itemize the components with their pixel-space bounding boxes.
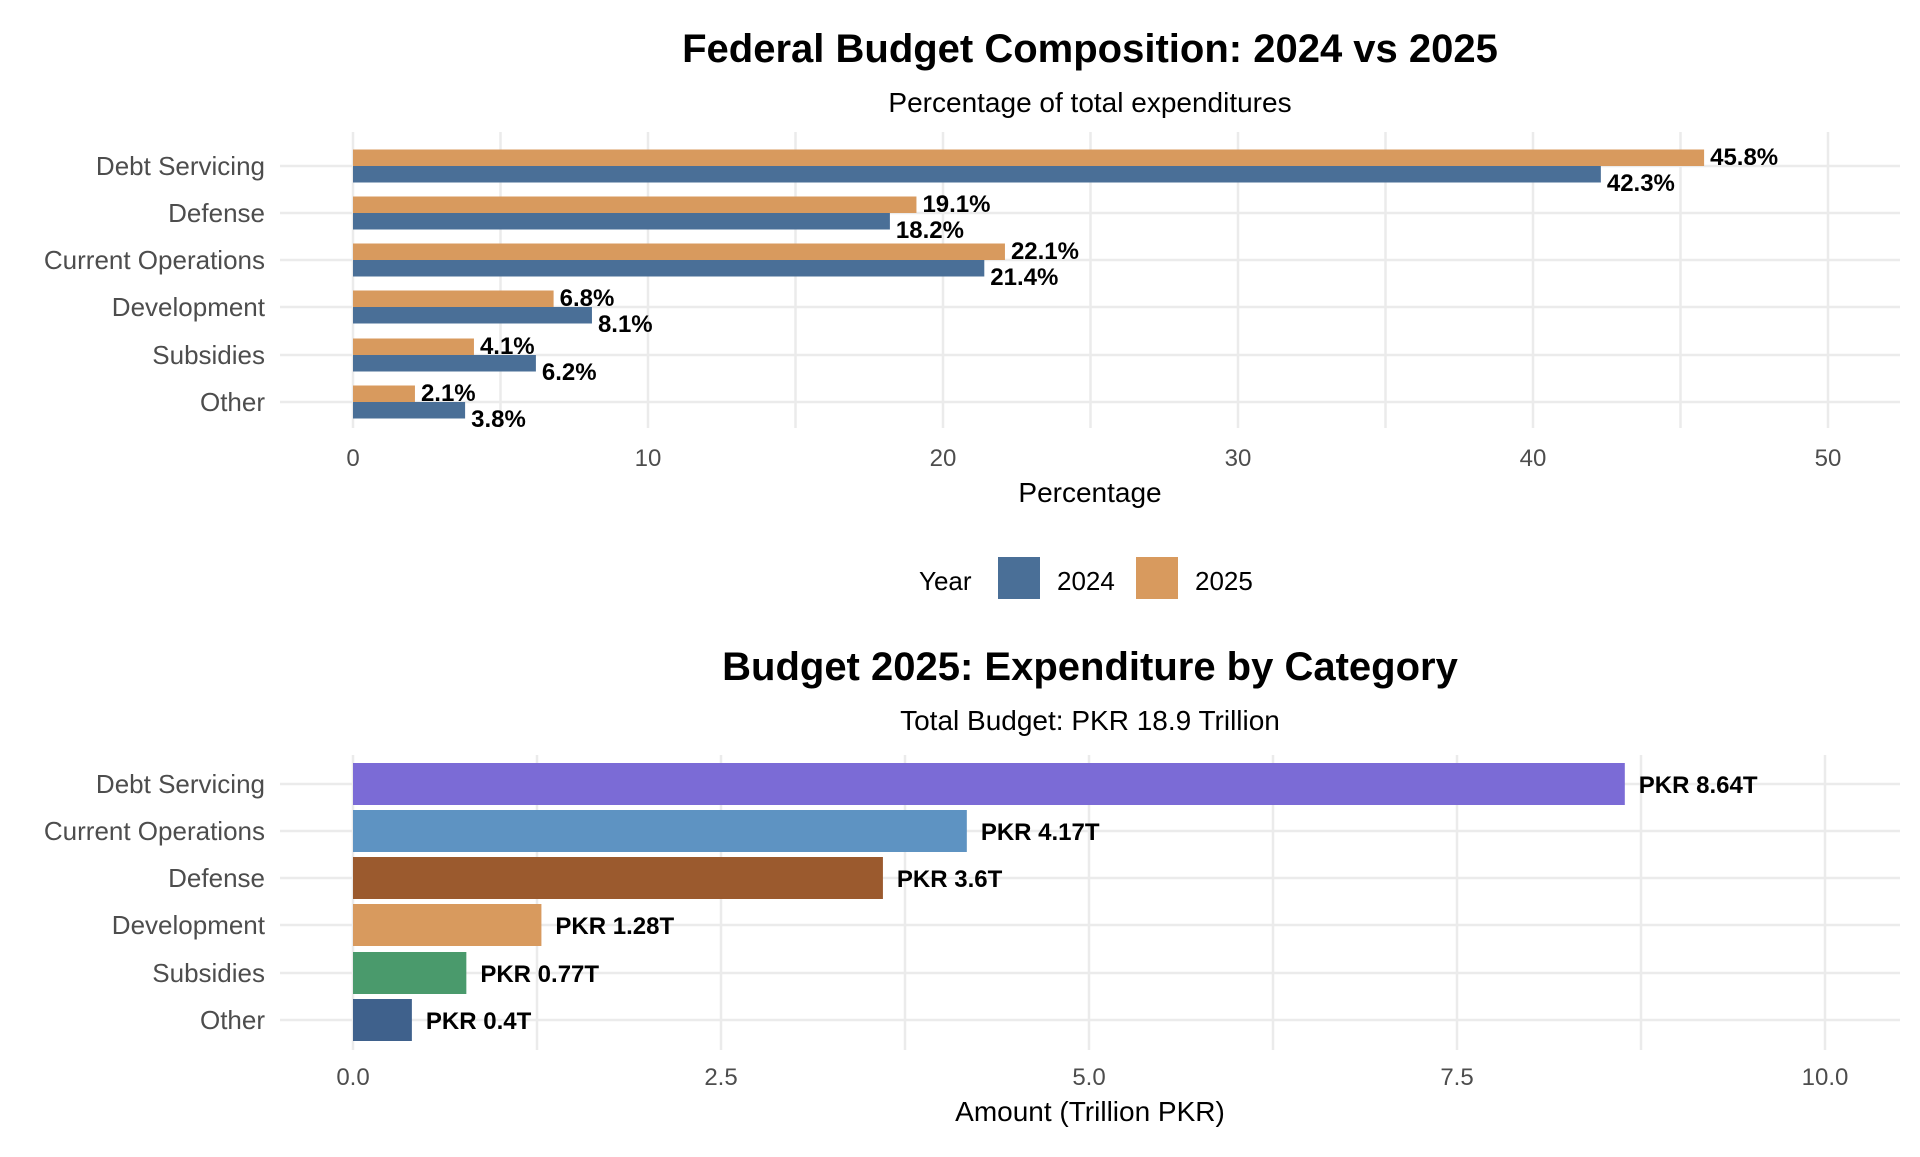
chart-1-bar-2024 bbox=[353, 355, 536, 372]
chart-1-data-label-2024: 21.4% bbox=[990, 264, 1058, 291]
chart-1-category-label: Current Operations bbox=[44, 245, 265, 275]
chart-1-title: Federal Budget Composition: 2024 vs 2025 bbox=[682, 27, 1498, 71]
chart-2-title: Budget 2025: Expenditure by Category bbox=[722, 645, 1458, 689]
chart-2-bar bbox=[353, 763, 1625, 805]
legend-title: Year bbox=[919, 566, 972, 596]
chart-1-data-label-2024: 8.1% bbox=[598, 311, 653, 338]
chart-1-bar-2024 bbox=[353, 307, 592, 324]
chart-1-bar-2024 bbox=[353, 166, 1601, 183]
chart-2-data-label: PKR 3.6T bbox=[897, 866, 1003, 893]
legend-label-2024: 2024 bbox=[1057, 566, 1115, 596]
chart-2-data-label: PKR 0.77T bbox=[480, 961, 599, 988]
chart-1-bar-2025 bbox=[353, 338, 474, 355]
chart-1-data-label-2025: 4.1% bbox=[480, 333, 535, 360]
chart-2-category-label: Current Operations bbox=[44, 816, 265, 846]
chart-1-data-label-2025: 6.8% bbox=[560, 285, 615, 312]
chart-1-bar-2025 bbox=[353, 243, 1005, 260]
chart-1-bar-2025 bbox=[353, 196, 917, 213]
chart-2-data-label: PKR 8.64T bbox=[1639, 772, 1758, 799]
chart-1-bar-2025 bbox=[353, 149, 1705, 166]
chart-2-data-label: PKR 0.4T bbox=[426, 1008, 532, 1035]
chart-1-legend: Year 2024 2025 bbox=[919, 557, 1253, 599]
chart-2-category-label: Other bbox=[200, 1005, 265, 1035]
chart-2-category-label: Defense bbox=[168, 863, 265, 893]
chart-1-data-label-2024: 18.2% bbox=[896, 217, 964, 244]
chart-2-bar bbox=[353, 952, 467, 994]
chart-1-data-label-2025: 22.1% bbox=[1011, 238, 1079, 265]
chart-1-category-label: Debt Servicing bbox=[96, 151, 265, 181]
chart-1-bar-2025 bbox=[353, 385, 415, 402]
chart-2-bar bbox=[353, 857, 883, 899]
legend-swatch-2024 bbox=[998, 557, 1040, 599]
chart-2-category-label: Debt Servicing bbox=[96, 769, 265, 799]
chart-1-x-tick-label: 50 bbox=[1815, 445, 1842, 472]
chart-1-data-label-2024: 42.3% bbox=[1607, 170, 1675, 197]
chart-2-x-tick-label: 5.0 bbox=[1072, 1064, 1105, 1091]
chart-1-data-label-2024: 3.8% bbox=[471, 406, 526, 433]
chart-1-category-label: Other bbox=[200, 387, 265, 417]
chart-1-category-label: Development bbox=[112, 292, 266, 322]
chart-2-data-label: PKR 1.28T bbox=[555, 913, 674, 940]
chart-2-x-tick-label: 7.5 bbox=[1440, 1064, 1473, 1091]
chart-1-x-tick-label: 40 bbox=[1520, 445, 1547, 472]
chart-2-category-label: Subsidies bbox=[152, 958, 265, 988]
chart-1-bar-2025 bbox=[353, 290, 554, 307]
chart-1-x-tick-label: 30 bbox=[1225, 445, 1252, 472]
chart-1-bar-2024 bbox=[353, 260, 985, 277]
chart-1-category-label: Subsidies bbox=[152, 340, 265, 370]
chart-1-bar-2024 bbox=[353, 213, 890, 230]
chart-2-bar bbox=[353, 810, 967, 852]
chart-2: Budget 2025: Expenditure by Category Tota… bbox=[44, 645, 1900, 1127]
chart-1-x-tick-label: 0 bbox=[346, 445, 359, 472]
chart-1-category-label: Defense bbox=[168, 198, 265, 228]
chart-2-data-label: PKR 4.17T bbox=[981, 819, 1100, 846]
chart-1-bar-2024 bbox=[353, 402, 466, 419]
chart-2-x-tick-label: 0.0 bbox=[336, 1064, 369, 1091]
chart-1-data-label-2025: 2.1% bbox=[421, 380, 476, 407]
legend-label-2025: 2025 bbox=[1195, 566, 1253, 596]
chart-2-category-label: Development bbox=[112, 910, 266, 940]
chart-2-x-tick-label: 2.5 bbox=[704, 1064, 737, 1091]
chart-2-subtitle: Total Budget: PKR 18.9 Trillion bbox=[900, 705, 1280, 736]
legend-swatch-2025 bbox=[1136, 557, 1178, 599]
chart-2-x-tick-label: 10.0 bbox=[1802, 1064, 1849, 1091]
chart-2-bar bbox=[353, 999, 412, 1041]
chart-1: Federal Budget Composition: 2024 vs 2025… bbox=[44, 27, 1900, 599]
chart-1-x-axis-label: Percentage bbox=[1018, 477, 1161, 508]
chart-1-x-tick-label: 10 bbox=[635, 445, 662, 472]
chart-2-bar bbox=[353, 904, 542, 946]
chart-1-x-tick-label: 20 bbox=[930, 445, 957, 472]
chart-1-data-label-2025: 19.1% bbox=[922, 191, 990, 218]
chart-1-subtitle: Percentage of total expenditures bbox=[888, 87, 1291, 118]
chart-1-data-label-2024: 6.2% bbox=[542, 359, 597, 386]
chart-1-data-label-2025: 45.8% bbox=[1710, 144, 1778, 171]
chart-2-x-axis-label: Amount (Trillion PKR) bbox=[955, 1096, 1225, 1127]
